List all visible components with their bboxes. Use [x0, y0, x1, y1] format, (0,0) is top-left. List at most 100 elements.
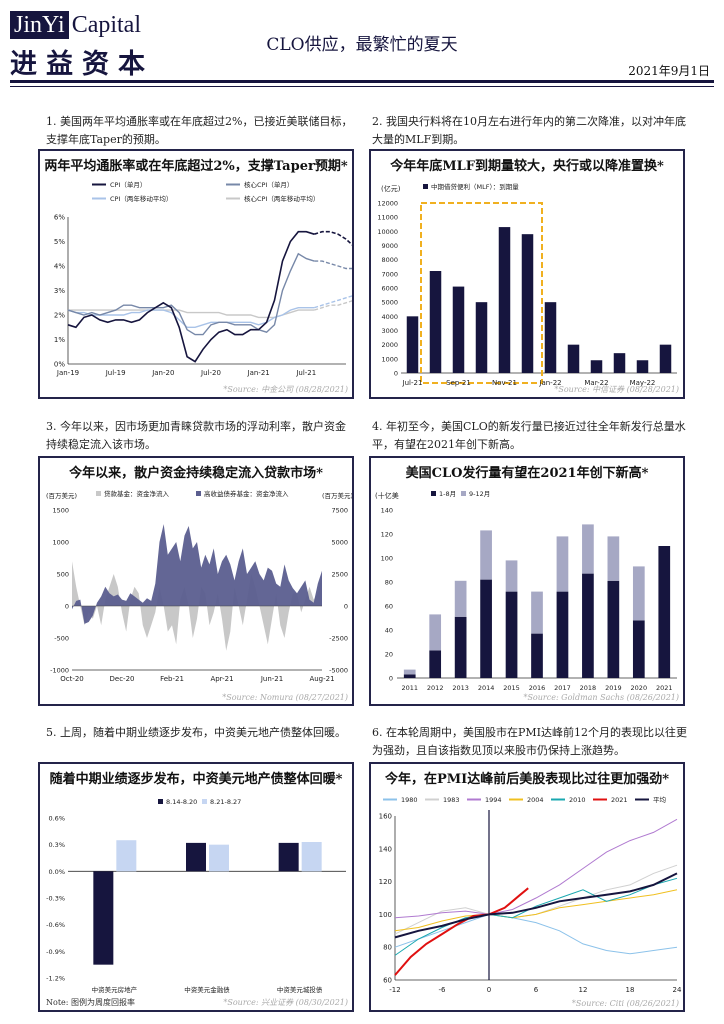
- y-tick-label: 10000: [377, 228, 398, 236]
- bar: [301, 842, 322, 872]
- x-tick-label: 18: [626, 986, 635, 994]
- y-tick-label-right: 0: [344, 603, 348, 611]
- logo-chinese-name: 进益资本: [10, 49, 154, 80]
- x-tick-label: 2015: [503, 684, 520, 692]
- bar-jan-aug: [658, 546, 671, 678]
- x-tick-label: -6: [439, 986, 447, 994]
- y-tick-label: 11000: [377, 214, 398, 222]
- chart-2-plot: (亿元) 中期借贷便利（MLF）：到期量 0 1000 2000 3000 4000 5000…: [377, 182, 677, 387]
- y-tick-label: 2000: [381, 341, 398, 349]
- legend-swatch: [96, 491, 101, 496]
- y-tick-label: 5000: [381, 299, 398, 307]
- y-tick-label: 3000: [381, 327, 398, 335]
- x-tick-label: 2012: [427, 684, 444, 692]
- x-tick-label: 2018: [580, 684, 597, 692]
- series-line: [394, 877, 678, 956]
- y-tick-label: 4000: [381, 313, 398, 321]
- bar: [209, 844, 229, 872]
- chart-3-plot: (百万美元) (百万美元) 贷款基金：资金净流入 高收益债券基金：资金净流入 -1000…: [46, 489, 352, 683]
- y-tick-label: 3%: [54, 287, 65, 295]
- bar-jan-aug: [607, 580, 620, 678]
- y-tick-label: 80: [383, 944, 392, 952]
- bar-sep-dec: [403, 669, 416, 675]
- bar-jan-aug: [632, 620, 645, 678]
- legend-label: 1980: [401, 796, 418, 804]
- chart-title: 美国CLO发行量有望在2021年创下新高*: [405, 466, 649, 481]
- x-tick-label: Nov-21: [492, 379, 517, 387]
- chart-source: *Source: Nomura (08/27/2021): [222, 693, 348, 702]
- x-tick-label: Jul-21: [402, 379, 423, 387]
- series-line: [67, 230, 315, 363]
- bar-jan-aug: [531, 633, 543, 678]
- y-tick-label-left: -500: [54, 635, 69, 643]
- legend-label: 中期借贷便利（MLF）：到期量: [431, 182, 519, 191]
- legend-label: CPI（两年移动平均）: [110, 194, 172, 203]
- x-tick-label: 2014: [478, 684, 495, 692]
- company-logo: JinYi Capital: [10, 11, 141, 39]
- chart-4-plot: (十亿美 1-8月 9-12月 0 20 40 60 80 100 120 140 2011 2012 2…: [375, 490, 677, 692]
- series-line: [394, 872, 678, 939]
- y-tick-label: -0.6%: [46, 921, 65, 929]
- y-tick-label: 1%: [54, 336, 65, 344]
- bar-sep-dec: [607, 536, 620, 581]
- legend-label: 1994: [485, 796, 502, 804]
- y-tick-label: 9000: [381, 242, 398, 250]
- bar-jan-aug: [403, 674, 416, 678]
- bar: [567, 344, 580, 373]
- series-line: [394, 818, 678, 919]
- legend-label: 8.21-8.27: [210, 798, 241, 806]
- bar-sep-dec: [531, 591, 543, 634]
- chart-6-plot: 1980 1983 1994 2004 2010 2021 平均60801001201401…: [379, 795, 682, 994]
- y-tick-label: 100: [379, 911, 392, 919]
- x-tick-label: Dec-20: [110, 675, 135, 683]
- section-1-text: 1. 美国两年平均通胀率或在年底超过2%，已接近美联储目标，支撑年底Taper的…: [46, 115, 353, 146]
- bar-sep-dec: [505, 560, 518, 592]
- legend-swatch: [431, 491, 436, 496]
- legend-swatch: [158, 799, 163, 804]
- series-forecast-line: [313, 300, 352, 311]
- report-date: 2021年9月1日: [628, 64, 710, 78]
- bar: [475, 302, 488, 373]
- logo-jinyi: JinYi: [10, 11, 69, 39]
- x-tick-label: Jan-19: [56, 369, 79, 377]
- y-tick-label: 0.3%: [48, 841, 65, 849]
- bar: [498, 227, 511, 373]
- y-tick-label-right: -5000: [329, 667, 348, 675]
- section-3-text: 3. 今年以来，因市场更加青睐贷款市场的浮动利率，散户资金持续稳定流入该市场。: [46, 420, 346, 451]
- x-tick-label: Apr-21: [210, 675, 233, 683]
- category-label: 中资美元金融债: [184, 985, 230, 994]
- chart-5-property-bonds: 随着中期业绩逐步发布，中资美元地产债整体回暖* 8.14-8.20 8.21-8.…: [38, 762, 354, 1012]
- chart-1-plot: CPI（单月） 核心CPI（单月） CPI（两年移动平均） 核心CPI（两年移动平均）…: [54, 180, 352, 377]
- section-5-text: 5. 上周，随着中期业绩逐步发布，中资美元地产债整体回暖。: [46, 726, 346, 739]
- legend-swatch: [461, 491, 466, 496]
- bar-jan-aug: [454, 616, 467, 678]
- legend-label: 9-12月: [469, 490, 490, 498]
- bar: [590, 360, 603, 373]
- y-tick-label: 0: [394, 370, 398, 378]
- chart-source: *Source: 中信证券 (08/28/2021): [554, 385, 679, 394]
- bar-sep-dec: [454, 580, 467, 617]
- chart-source: *Source: Goldman Sachs (08/26/2021): [523, 693, 679, 702]
- y-tick-label: 0.6%: [48, 815, 65, 823]
- chart-title: 随着中期业绩逐步发布，中资美元地产债整体回暖*: [49, 772, 343, 787]
- highlight-box: [420, 202, 543, 384]
- series-forecast-line: [313, 230, 352, 246]
- x-tick-label: 12: [579, 986, 588, 994]
- y-tick-label-left: -1000: [50, 667, 69, 675]
- bar-jan-aug: [480, 579, 492, 678]
- legend-label: 平均: [653, 795, 667, 804]
- chart-title: 今年年底MLF到期量较大，央行或以降准置换*: [390, 159, 664, 174]
- bar-sep-dec: [556, 536, 569, 592]
- y-tick-label: 12000: [377, 200, 398, 208]
- chart-3-fund-flows: 今年以来，散户资金持续稳定流入贷款市场* (百万美元) (百万美元) 贷款基金：资金…: [38, 456, 354, 706]
- chart-2-mlf: 今年年底MLF到期量较大，央行或以降准置换* (亿元) 中期借贷便利（MLF）：到…: [369, 149, 685, 399]
- x-tick-label: 0: [487, 986, 491, 994]
- x-tick-label: 6: [534, 986, 539, 994]
- y-tick-label: 140: [379, 845, 392, 853]
- x-tick-label: Jul-20: [200, 369, 221, 377]
- y-tick-label-right: -2500: [329, 635, 348, 643]
- chart-source: *Source: 兴业证券 (08/30/2021): [223, 998, 348, 1007]
- y-tick-label: 5%: [54, 238, 65, 246]
- x-tick-label: -12: [389, 986, 400, 994]
- x-tick-label: 2016: [529, 684, 546, 692]
